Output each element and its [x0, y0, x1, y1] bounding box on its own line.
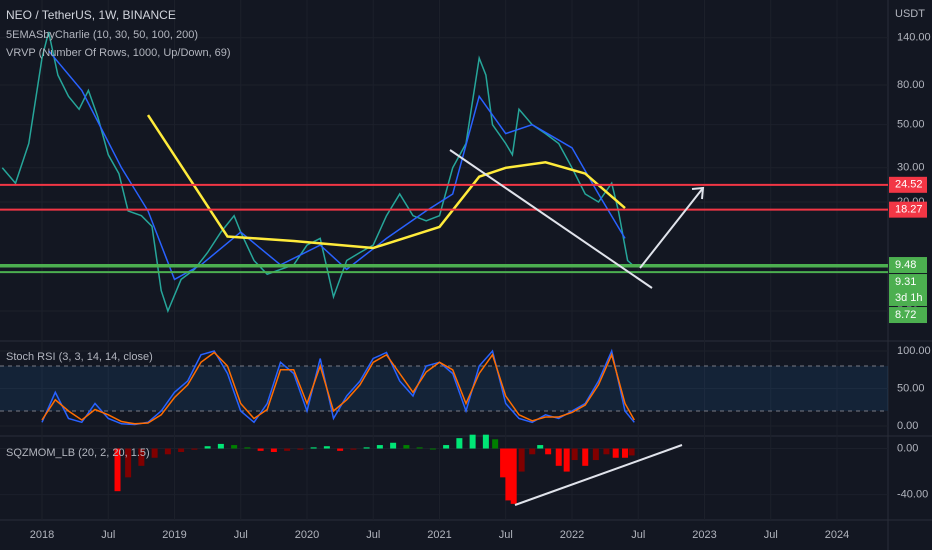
- price-tag-label: 18.27: [895, 204, 923, 216]
- price-tag-label: 9.31: [895, 276, 916, 288]
- momentum-bar: [231, 445, 238, 449]
- momentum-bar: [592, 448, 599, 461]
- currency: USDT: [895, 8, 925, 20]
- momentum-bar: [582, 448, 589, 466]
- x-tick-label: 2023: [692, 529, 716, 541]
- y-tick-label: 140.00: [897, 32, 931, 44]
- momentum-bar: [621, 448, 628, 458]
- x-tick-label: 2024: [825, 529, 849, 541]
- momentum-bar: [217, 443, 224, 449]
- momentum-bar: [323, 446, 330, 449]
- momentum-bar: [363, 447, 370, 449]
- y-tick-label: 100.00: [897, 345, 931, 357]
- momentum-bar: [628, 448, 635, 456]
- momentum-bar: [125, 448, 132, 478]
- indicator: Stoch RSI (3, 3, 14, 14, close): [6, 351, 153, 363]
- momentum-bar: [492, 439, 499, 449]
- momentum-bar: [555, 448, 562, 466]
- x-tick-label: Jul: [234, 529, 248, 541]
- momentum-bar: [191, 448, 198, 450]
- symbol: NEO / TetherUS, 1W, BINANCE: [6, 8, 176, 22]
- y-tick-label: 30.00: [897, 162, 925, 174]
- price-tag-label: 24.52: [895, 179, 923, 191]
- momentum-bar: [164, 448, 171, 455]
- momentum-bar: [612, 448, 619, 458]
- x-tick-label: Jul: [366, 529, 380, 541]
- x-tick-label: 2019: [162, 529, 186, 541]
- momentum-bar: [257, 448, 264, 451]
- price-tag: [889, 201, 927, 218]
- momentum-bar: [416, 447, 423, 449]
- trend-line: [449, 149, 653, 289]
- momentum-bar: [456, 438, 463, 449]
- price-tag: [889, 176, 927, 193]
- momentum-bar: [403, 445, 410, 449]
- momentum-bar: [114, 448, 121, 492]
- countdown: 3d 1h: [895, 292, 923, 304]
- rsi-band: [0, 366, 888, 411]
- x-tick-label: Jul: [101, 529, 115, 541]
- price-tag-label: 9.48: [895, 259, 916, 271]
- momentum-bar: [603, 448, 610, 455]
- momentum-bar: [443, 445, 450, 449]
- x-tick-label: Jul: [764, 529, 778, 541]
- x-tick-label: 2021: [427, 529, 451, 541]
- momentum-bar: [518, 448, 525, 472]
- arrow-line: [639, 187, 704, 269]
- y-tick-label: 50.00: [897, 119, 925, 131]
- series-line: [146, 114, 626, 250]
- momentum-bar: [500, 448, 507, 478]
- momentum-bar: [178, 448, 185, 452]
- x-tick-label: 2020: [295, 529, 319, 541]
- momentum-bar: [510, 448, 517, 504]
- momentum-bar: [505, 448, 512, 501]
- momentum-bar: [337, 448, 344, 451]
- y-tick-label: 0.00: [897, 420, 918, 432]
- indicator: 5EMASbyCharlie (10, 30, 50, 100, 200): [6, 29, 198, 41]
- price-tag: [889, 307, 927, 324]
- momentum-bar: [563, 448, 570, 472]
- momentum-bar: [390, 442, 397, 449]
- y-tick-label: 50.00: [897, 382, 925, 394]
- x-tick-label: 2022: [560, 529, 584, 541]
- momentum-bar: [429, 448, 436, 450]
- price-tag: [889, 274, 927, 307]
- momentum-bar: [138, 448, 145, 466]
- momentum-bar: [270, 448, 277, 452]
- x-tick-label: Jul: [631, 529, 645, 541]
- y-tick-label: 0.00: [897, 442, 918, 454]
- indicator: VRVP (Number Of Rows, 1000, Up/Down, 69): [6, 47, 231, 59]
- momentum-bar: [244, 447, 251, 449]
- momentum-bar: [151, 448, 158, 458]
- momentum-bar: [204, 446, 211, 449]
- momentum-bar: [376, 445, 383, 449]
- momentum-bar: [482, 434, 489, 449]
- price-tag: [889, 257, 927, 274]
- momentum-bar: [537, 445, 544, 449]
- arrow-head: [691, 186, 705, 200]
- momentum-bar: [297, 448, 304, 450]
- momentum-bar: [529, 448, 536, 455]
- series-line: [48, 50, 626, 281]
- y-tick-label: -40.00: [897, 489, 928, 501]
- price-tag-label: 8.72: [895, 309, 916, 321]
- momentum-bar: [545, 448, 552, 455]
- momentum-bar: [350, 448, 357, 450]
- momentum-bar: [469, 434, 476, 449]
- y-tick-label: 80.00: [897, 79, 925, 91]
- series-line: [41, 351, 635, 425]
- momentum-bar: [284, 448, 291, 451]
- trend-line: [514, 444, 683, 506]
- indicator: SQZMOM_LB (20, 2, 20, 1.5): [6, 447, 150, 459]
- x-tick-label: 2018: [30, 529, 54, 541]
- x-tick-label: Jul: [499, 529, 513, 541]
- momentum-bar: [571, 448, 578, 461]
- momentum-bar: [310, 447, 317, 449]
